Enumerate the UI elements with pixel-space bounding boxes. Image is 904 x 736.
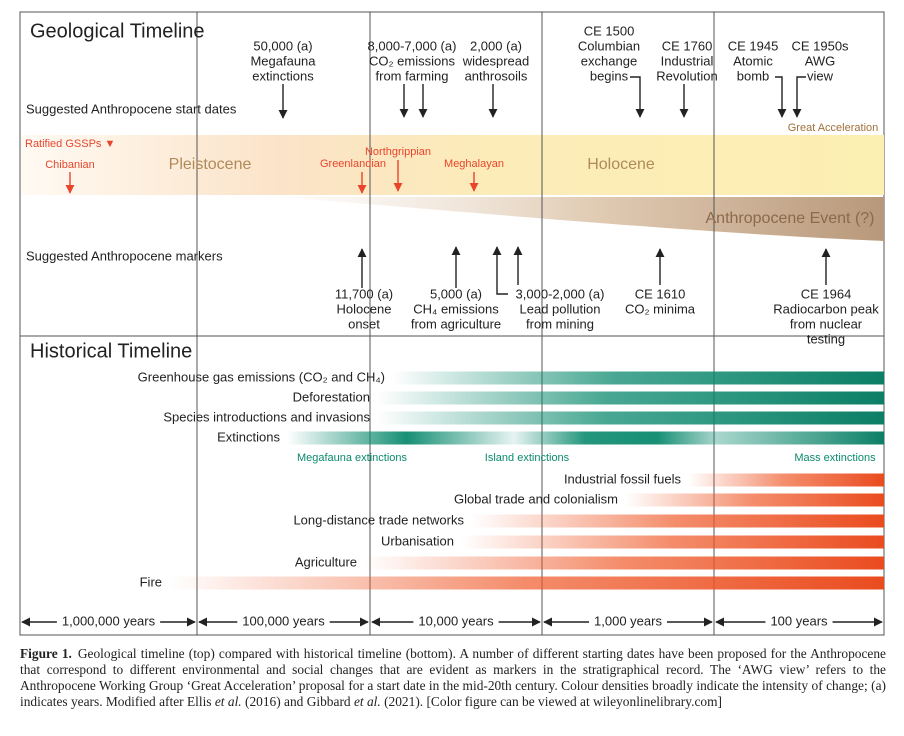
caption: Figure 1. Geological timeline (top) compa…: [20, 646, 886, 710]
label-line: CH₄ emissions: [413, 301, 499, 316]
label-line: CE 1945: [728, 38, 779, 53]
extinction-label: Megafauna extinctions: [297, 452, 408, 464]
label-line: CE 1950s: [791, 38, 849, 53]
label-line: Megafauna: [250, 53, 316, 68]
driver-bar: [377, 391, 884, 405]
label-line: Holocene: [337, 301, 392, 316]
caption-part: et al.: [353, 694, 381, 709]
scale-label: 10,000 years: [418, 613, 494, 628]
gssp-label: Greenlandian: [320, 158, 386, 170]
driver-label: Greenhouse gas emissions (CO₂ and CH₄): [138, 369, 385, 384]
label-line: extinctions: [252, 68, 314, 83]
epoch: Pleistocene: [169, 156, 252, 173]
label-line: Columbian: [578, 38, 640, 53]
gssp-label: Northgrippian: [365, 146, 431, 158]
label-line: widespread: [462, 53, 530, 68]
driver-label: Fire: [140, 574, 162, 589]
label-line: begins: [590, 68, 629, 83]
label-line: bomb: [737, 68, 770, 83]
epoch-band: [21, 135, 884, 195]
arrow: [630, 76, 645, 118]
driver-bar: [461, 535, 884, 549]
epoch: Holocene: [587, 156, 655, 173]
caption-text: Geological timeline (top) compared with …: [20, 646, 886, 709]
driver-label: Industrial fossil fuels: [564, 471, 682, 486]
label-line: onset: [348, 316, 380, 331]
extinction-label: Island extinctions: [485, 452, 570, 464]
label-line: AWG: [805, 53, 836, 68]
label-line: 8,000-7,000 (a): [368, 38, 457, 53]
caption-label: Figure 1.: [20, 646, 72, 661]
driver-label: Deforestation: [293, 389, 370, 404]
arrow: [492, 246, 508, 295]
driver-bar: [392, 371, 884, 385]
markers-label: Suggested Anthropocene markers: [26, 248, 223, 263]
scale-label: 1,000,000 years: [62, 613, 156, 628]
scale-label: 100 years: [770, 613, 828, 628]
anthropocene-event: Anthropocene Event (?): [706, 210, 875, 227]
driver-bar: [169, 576, 884, 590]
figure: Geological Timeline Suggested Anthropoce…: [19, 11, 885, 636]
label-line: view: [807, 68, 834, 83]
hist-title: Historical Timeline: [30, 340, 192, 362]
driver-bar: [625, 493, 884, 507]
extinction-label: Mass extinctions: [794, 452, 876, 464]
great-acceleration: Great Acceleration: [788, 122, 879, 134]
driver-label: Long-distance trade networks: [293, 512, 464, 527]
geo-title: Geological Timeline: [30, 20, 205, 42]
driver-label: Agriculture: [295, 554, 357, 569]
label-line: from mining: [526, 316, 594, 331]
label-line: 11,700 (a): [335, 286, 393, 301]
ratified-label: Ratified GSSPs ▼: [25, 138, 115, 150]
period-lines: [20, 12, 884, 635]
driver-bar: [364, 556, 884, 570]
arrow: [775, 76, 787, 118]
label-line: anthrosoils: [465, 68, 528, 83]
driver-bar: [688, 473, 884, 487]
label-line: Lead pollution: [520, 301, 601, 316]
driver-label: Urbanisation: [381, 533, 454, 548]
label-line: Radiocarbon peak: [773, 301, 879, 316]
label-line: from agriculture: [411, 316, 501, 331]
label-line: from farming: [376, 68, 449, 83]
caption-part: (2021). [Color figure can be viewed at w…: [380, 694, 722, 709]
caption-part: et al.: [214, 694, 242, 709]
driver-bar: [377, 411, 884, 425]
caption-part: (2016) and Gibbard: [241, 694, 354, 709]
driver-label: Species introductions and invasions: [163, 409, 370, 424]
caption-part: Geological timeline (top) compared with …: [20, 646, 886, 709]
label-line: CE 1964: [801, 286, 852, 301]
label-line: 5,000 (a): [430, 286, 482, 301]
start-dates-label: Suggested Anthropocene start dates: [26, 101, 237, 116]
anthropocene-wedge: [285, 197, 884, 241]
label-line: Revolution: [656, 68, 717, 83]
frame: [19, 11, 885, 636]
scale-label: 100,000 years: [242, 613, 325, 628]
label-line: testing: [807, 331, 845, 346]
driver-bar: [287, 431, 884, 445]
label-line: 50,000 (a): [253, 38, 312, 53]
driver-bar: [471, 514, 884, 528]
driver-label: Global trade and colonialism: [454, 491, 618, 506]
label-line: 3,000-2,000 (a): [516, 286, 605, 301]
gssp-label: Meghalayan: [444, 158, 504, 170]
label-line: CO₂ minima: [625, 301, 696, 316]
label-line: from nuclear: [790, 316, 863, 331]
label-line: CE 1760: [662, 38, 713, 53]
label-line: exchange: [581, 53, 637, 68]
label-line: CO₂ emissions: [369, 53, 455, 68]
arrow: [792, 76, 806, 118]
label-line: 2,000 (a): [470, 38, 522, 53]
label-line: Industrial: [661, 53, 714, 68]
scale-label: 1,000 years: [594, 613, 662, 628]
driver-label: Extinctions: [217, 429, 280, 444]
gssp-label: Chibanian: [45, 159, 95, 171]
label-line: CE 1500: [584, 23, 635, 38]
label-line: CE 1610: [635, 286, 686, 301]
label-line: Atomic: [733, 53, 773, 68]
